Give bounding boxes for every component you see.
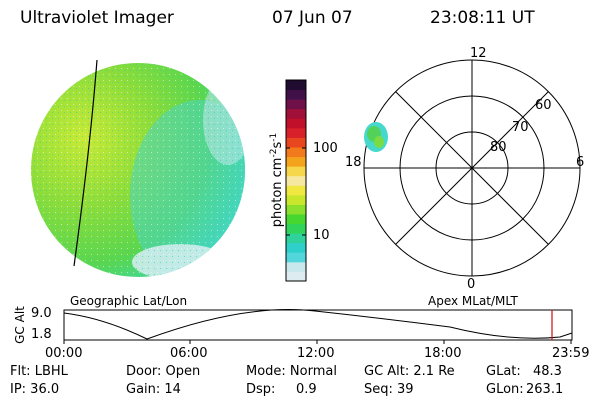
colorbar-swatch bbox=[286, 204, 306, 215]
seq-info: Seq: 39 bbox=[364, 382, 414, 397]
instrument-title: Ultraviolet Imager bbox=[20, 8, 174, 28]
colorbar-swatch bbox=[286, 214, 306, 225]
polar-mlt-6: 6 bbox=[576, 155, 585, 170]
date-label: 07 Jun 07 bbox=[272, 8, 353, 28]
colorbar-swatch bbox=[286, 99, 306, 110]
colorbar-unit-label: photon cm-2s-1 bbox=[268, 132, 286, 228]
colorbar-swatch bbox=[286, 194, 306, 205]
auroral-blob bbox=[364, 122, 388, 152]
colorbar-swatch bbox=[286, 156, 306, 167]
filter-info: Flt: LBHL bbox=[10, 364, 68, 379]
colorbar-swatch bbox=[286, 127, 306, 138]
gc-alt-info: GC Alt: 2.1 Re bbox=[364, 364, 455, 379]
ip-info: IP: 36.0 bbox=[10, 382, 60, 397]
color-scale-bar bbox=[286, 80, 306, 282]
colorbar-swatch bbox=[286, 147, 306, 158]
colorbar-swatch bbox=[286, 252, 306, 263]
colorbar-tick-10: 10 bbox=[313, 228, 330, 243]
polar-lat-60: 60 bbox=[535, 98, 552, 113]
colorbar-swatch bbox=[286, 108, 306, 119]
colorbar-swatch bbox=[286, 233, 306, 244]
globe-image bbox=[31, 59, 245, 277]
polar-lat-70: 70 bbox=[512, 120, 529, 135]
colorbar-swatch bbox=[286, 242, 306, 253]
orbit-xtick-0600: 06:00 bbox=[170, 346, 208, 361]
dsp-value: 0.9 bbox=[296, 382, 317, 397]
colorbar-swatch bbox=[286, 137, 306, 148]
glon-value: 263.1 bbox=[526, 382, 564, 397]
orbit-xtick-1200: 12:00 bbox=[297, 346, 335, 361]
polar-plot bbox=[363, 59, 581, 277]
orbit-ytick-1-8: 1.8 bbox=[31, 327, 52, 342]
apex-caption: Apex MLat/MLT bbox=[428, 294, 518, 308]
polar-mlt-12: 12 bbox=[470, 46, 487, 61]
mode-info: Mode: Normal bbox=[246, 364, 337, 379]
dsp-label: Dsp: bbox=[246, 382, 276, 397]
colorbar-swatch bbox=[286, 80, 306, 91]
colorbar-swatch bbox=[286, 89, 306, 100]
polar-mlt-0: 0 bbox=[467, 277, 476, 292]
gain-info: Gain: 14 bbox=[126, 382, 181, 397]
colorbar-swatch bbox=[286, 118, 306, 129]
colorbar-swatch bbox=[286, 261, 306, 272]
door-info: Door: Open bbox=[126, 364, 201, 379]
globe-meridian-line bbox=[73, 59, 98, 267]
colorbar-swatch bbox=[286, 271, 306, 282]
colorbar-swatch bbox=[286, 223, 306, 234]
colorbar-swatch bbox=[286, 175, 306, 186]
colorbar-swatch bbox=[286, 166, 306, 177]
orbit-ytick-9: 9.0 bbox=[31, 306, 52, 321]
glon-label: GLon: bbox=[486, 382, 524, 397]
orbit-altitude-plot bbox=[63, 309, 573, 344]
colorbar-tick-100: 100 bbox=[313, 141, 338, 156]
colorbar-swatch bbox=[286, 185, 306, 196]
glat-label: GLat: bbox=[486, 364, 521, 379]
glat-value: 48.3 bbox=[533, 364, 562, 379]
gc-alt-axis-label: GC Alt bbox=[13, 306, 27, 344]
orbit-xtick-2359: 23:59 bbox=[552, 346, 590, 361]
polar-mlt-18: 18 bbox=[345, 155, 362, 170]
altitude-curve bbox=[63, 309, 573, 340]
time-label: 23:08:11 UT bbox=[430, 8, 535, 28]
geographic-caption: Geographic Lat/Lon bbox=[70, 294, 188, 308]
polar-lat-80: 80 bbox=[490, 140, 507, 155]
orbit-xtick-1800: 18:00 bbox=[424, 346, 462, 361]
orbit-xtick-0000: 00:00 bbox=[45, 346, 83, 361]
